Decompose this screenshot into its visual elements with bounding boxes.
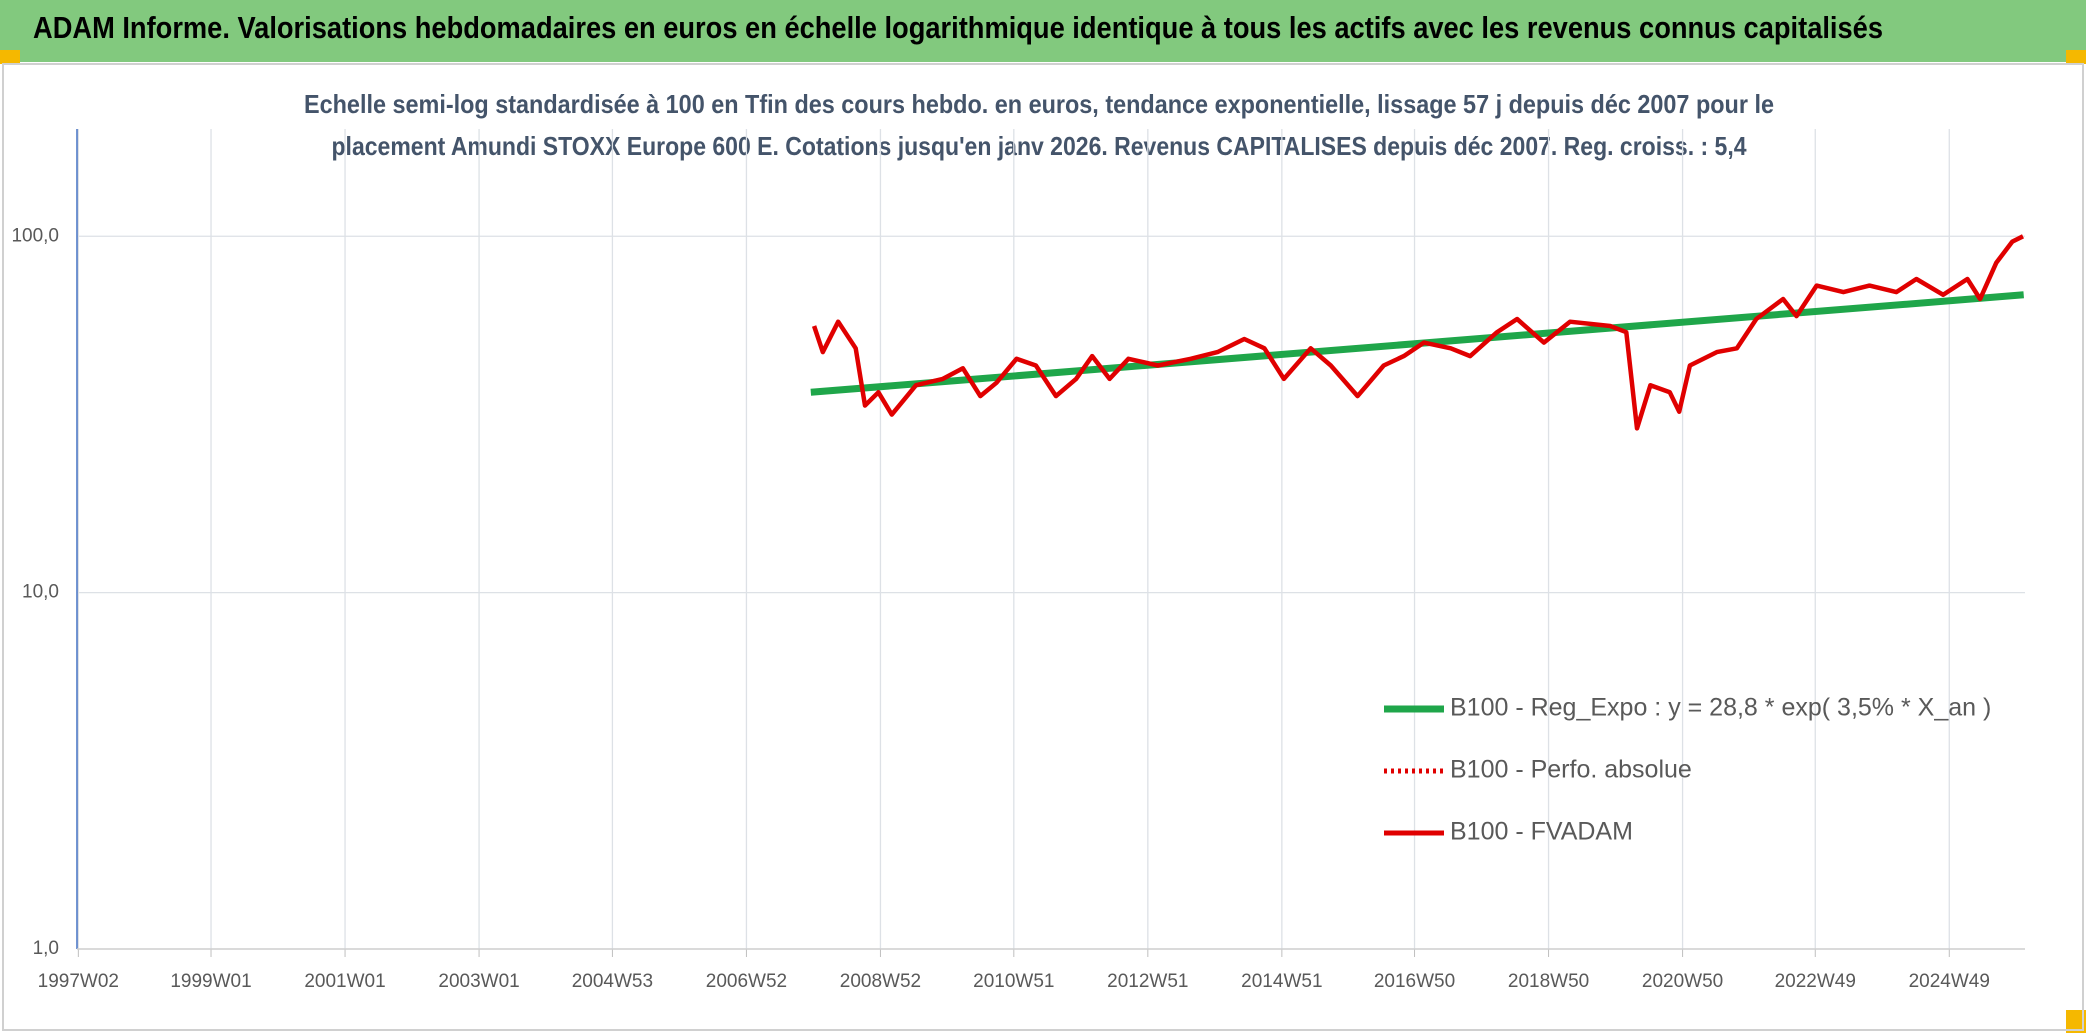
chart-subtitle: Echelle semi-log standardisée à 100 en T…: [304, 89, 1774, 119]
corner: [2066, 50, 2086, 64]
x-tick-label: 2003W01: [438, 971, 519, 992]
legend-label: B100 - Reg_Expo : y = 28,8 * exp( 3,5% *…: [1450, 694, 1991, 722]
legend-label: B100 - Perfo. absolue: [1450, 756, 1692, 784]
y-tick-label: 10,0: [22, 582, 59, 603]
legend-label: B100 - FVADAM: [1450, 818, 1633, 846]
x-tick-label: 2016W50: [1374, 971, 1455, 992]
chart-subtitle: placement Amundi STOXX Europe 600 E. Cot…: [332, 131, 1747, 161]
x-tick-label: 2008W52: [840, 971, 921, 992]
x-tick-label: 2010W51: [973, 971, 1054, 992]
x-tick-label: 2018W50: [1508, 971, 1589, 992]
x-tick-label: 1999W01: [170, 971, 251, 992]
x-tick-label: 2024W49: [1909, 971, 1990, 992]
x-tick-label: 1997W02: [38, 971, 119, 992]
x-tick-label: 2022W49: [1775, 971, 1856, 992]
x-tick-label: 2012W51: [1107, 971, 1188, 992]
plot-area: 1,0 10,0 100,0 1997W02 1999W01 2001W01 2003W01…: [11, 129, 2025, 992]
data-line: [810, 291, 2024, 396]
page-title: ADAM Informe. Valorisations hebdomadaire…: [33, 10, 1883, 45]
corner: [2066, 1010, 2086, 1033]
data-line: [811, 234, 2024, 431]
y-tick-label: 1,0: [33, 938, 59, 959]
corner: [0, 50, 20, 64]
x-tick-label: 2001W01: [304, 971, 385, 992]
header-bar: [0, 0, 2086, 62]
x-tick-label: 2006W52: [706, 971, 787, 992]
x-tick-label: 2020W50: [1642, 971, 1723, 992]
chart-frame: [2, 63, 2084, 1031]
y-tick-label: 100,0: [11, 225, 59, 246]
x-tick-label: 2014W51: [1241, 971, 1322, 992]
x-tick-label: 2004W53: [572, 971, 653, 992]
